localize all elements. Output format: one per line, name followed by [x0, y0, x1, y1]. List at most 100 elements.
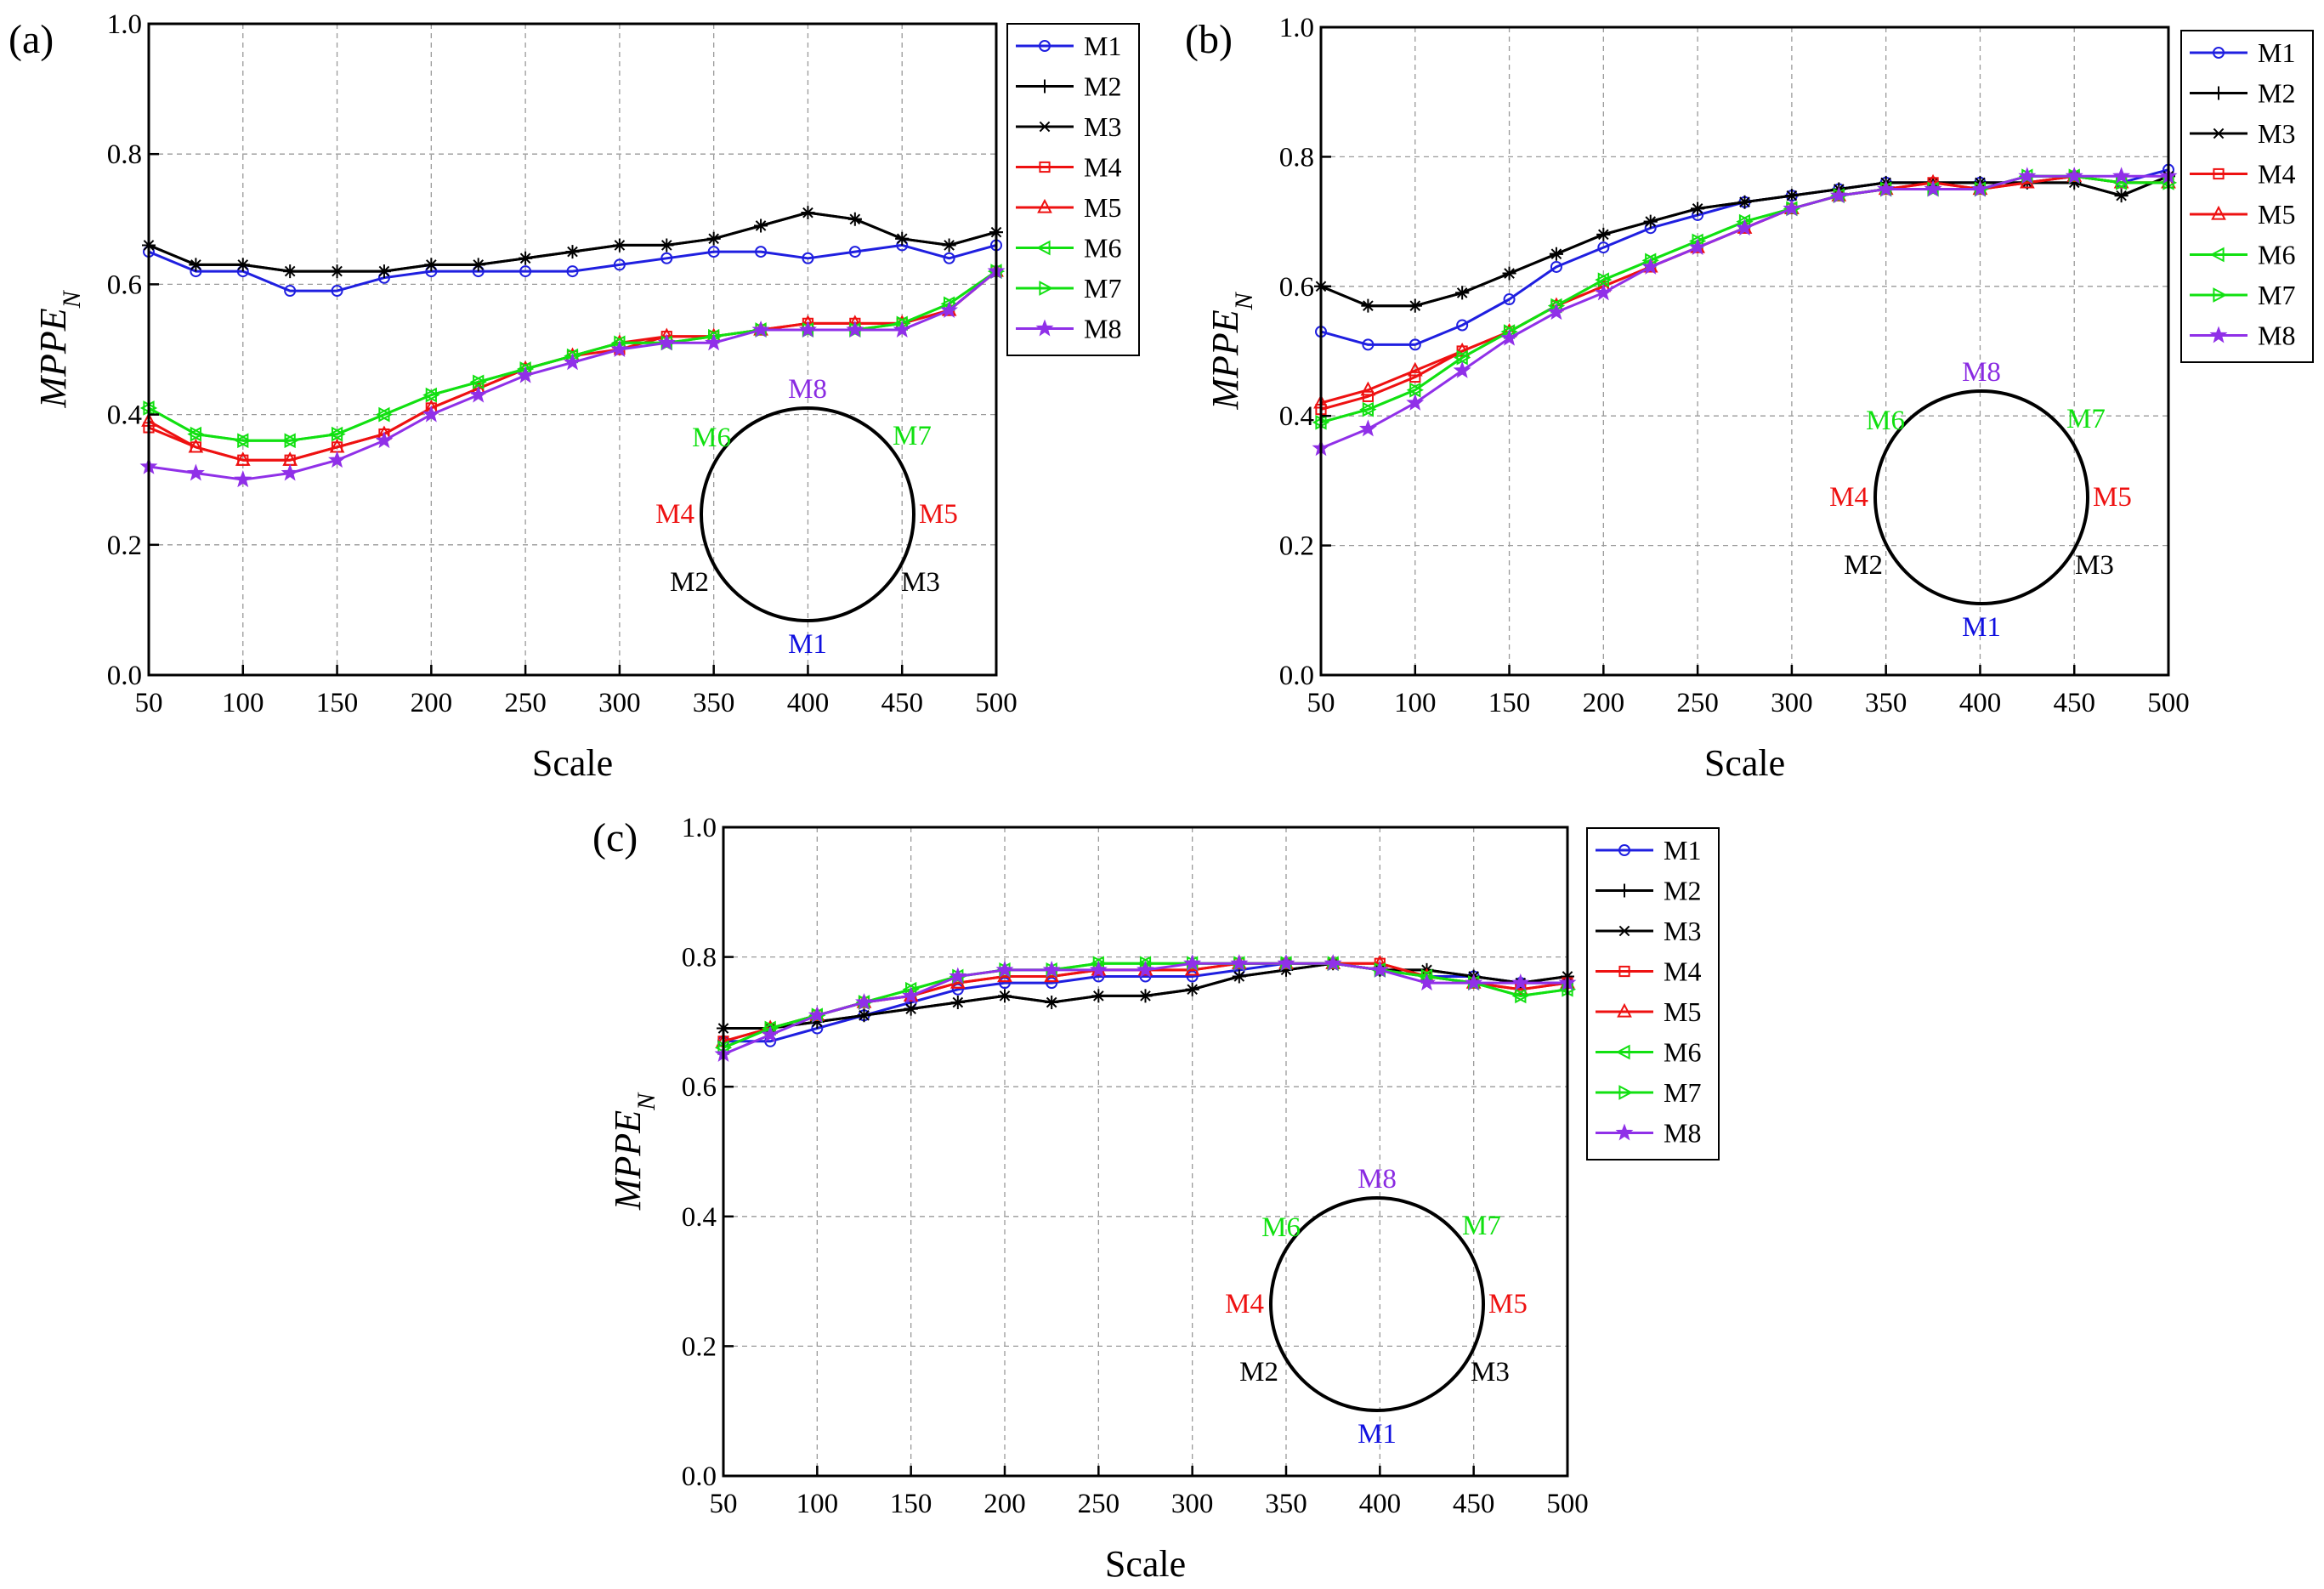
y-tick-label: 0.2	[682, 1331, 717, 1362]
legend-item-M5: M5	[1016, 192, 1121, 223]
data-point-M3	[283, 265, 298, 277]
x-tick-label: 200	[1583, 688, 1625, 718]
data-point-M8	[995, 960, 1014, 978]
y-axis-title-subscript: N	[58, 289, 86, 309]
y-axis-title: MPPEN	[1205, 291, 1258, 410]
y-tick-label: 0.2	[107, 531, 142, 561]
data-point-M6	[328, 426, 343, 442]
ring-label-M5: M5	[2093, 482, 2132, 513]
data-point-M1	[943, 252, 955, 264]
data-point-M8	[949, 967, 967, 985]
data-point-M6	[1454, 349, 1468, 366]
legend-swatch-marker	[2209, 326, 2228, 343]
gridlines	[1321, 27, 2168, 675]
ring-label-M7: M7	[1462, 1211, 1501, 1241]
data-point-M7	[1362, 401, 1377, 417]
ring-label-M4: M4	[1225, 1289, 1264, 1319]
ring-label-M7: M7	[893, 421, 932, 451]
legend-item-M3: M3	[1016, 111, 1121, 142]
data-point-M3	[1691, 203, 1705, 214]
data-point-M8	[855, 992, 873, 1010]
data-point-M8	[2018, 167, 2037, 184]
legend-item-M1: M1	[2190, 37, 2295, 68]
data-point-M7	[425, 387, 440, 403]
x-tick-label: 100	[796, 1489, 839, 1519]
x-axis-title: Scale	[1704, 742, 1785, 784]
legend-swatch-marker	[1038, 121, 1051, 133]
legend-item-M3: M3	[1596, 916, 1701, 946]
legend-item-M8: M8	[1596, 1118, 1701, 1149]
data-point-M8	[1042, 960, 1061, 978]
ring-label-M4: M4	[1829, 482, 1868, 513]
y-tick-label: 0.8	[1279, 142, 1314, 173]
legend-item-M2: M2	[1596, 876, 1701, 906]
data-point-M7	[237, 433, 252, 449]
data-point-M3	[519, 253, 533, 264]
data-point-M3	[904, 1003, 918, 1014]
sensor-ring	[1269, 1196, 1485, 1412]
data-point-M8	[1406, 393, 1425, 411]
data-point-M8	[1970, 179, 1990, 197]
ring-label-M8: M8	[788, 374, 827, 405]
legend-swatch-marker	[1039, 40, 1051, 52]
plot-frame	[722, 826, 1569, 1478]
data-point-M8	[1641, 257, 1660, 275]
panel-label: (a)	[9, 17, 54, 62]
data-point-M3	[942, 240, 956, 251]
legend-swatch-marker	[1035, 240, 1051, 256]
legend-label: M2	[1084, 71, 1121, 102]
legend-label: M8	[1664, 1118, 1701, 1149]
y-tick-label: 0.4	[1279, 401, 1314, 432]
data-point-M3	[1643, 216, 1658, 227]
data-point-M3	[847, 213, 862, 225]
legend-swatch-marker	[1618, 844, 1630, 856]
data-point-M3	[1361, 300, 1375, 311]
data-point-M1	[1046, 977, 1058, 990]
data-point-M3	[998, 990, 1012, 1002]
data-point-M6	[1406, 382, 1421, 398]
legend-label: M3	[1084, 111, 1121, 142]
legend-label: M8	[2258, 321, 2295, 351]
x-tick-label: 450	[2053, 688, 2095, 718]
data-point-M8	[610, 339, 629, 357]
data-point-M8	[1829, 186, 1848, 204]
legend-item-M3: M3	[2190, 118, 2295, 149]
data-point-M8	[1089, 960, 1108, 978]
x-tick-label: 500	[975, 688, 1017, 718]
legend-box	[1006, 23, 1140, 356]
data-point-M7	[378, 406, 394, 423]
data-point-M1	[1597, 241, 1610, 254]
legend-item-M2: M2	[1016, 71, 1121, 102]
legend: M1 M2 M3 M4 M5 M6 M7 M8	[1586, 827, 1720, 1161]
data-point-M7	[1515, 988, 1529, 1004]
ring-label-M4: M4	[655, 499, 694, 530]
sensor-ring-inset: M8 M1 M4 M5 M6 M7 M2 M3	[1829, 357, 2132, 643]
sensor-ring	[700, 406, 915, 622]
data-point-M3	[235, 259, 250, 270]
legend-swatch-marker	[2213, 47, 2225, 59]
legend-item-M1: M1	[1016, 31, 1121, 61]
data-point-M8	[1924, 179, 1942, 197]
data-point-M1	[519, 265, 532, 278]
legend-label: M7	[1084, 273, 1121, 304]
legend-box	[2180, 30, 2314, 363]
panel-label: (b)	[1185, 17, 1233, 62]
legend-label: M7	[2258, 280, 2295, 310]
ring-label-M5: M5	[919, 499, 958, 530]
data-point-M3	[1138, 990, 1153, 1002]
x-tick-label: 500	[2147, 688, 2190, 718]
gridlines	[723, 827, 1567, 1476]
chart-panel-b: 50 100 150 200 250 300 350 400 450 500 0.0 0.2 0.4 0.…	[1185, 13, 2314, 784]
legend-swatch-marker	[1035, 319, 1054, 337]
y-tick-label: 1.0	[1279, 13, 1314, 43]
y-axis-title: MPPEN	[607, 1092, 660, 1211]
ring-label-M1: M1	[1358, 1419, 1397, 1450]
data-point-M1	[613, 258, 626, 271]
data-point-M8	[1230, 954, 1249, 972]
data-point-M8	[234, 470, 252, 488]
data-point-M1	[755, 246, 768, 258]
data-point-M8	[375, 431, 394, 449]
data-point-M1	[284, 285, 297, 298]
data-point-M3	[1408, 300, 1422, 311]
